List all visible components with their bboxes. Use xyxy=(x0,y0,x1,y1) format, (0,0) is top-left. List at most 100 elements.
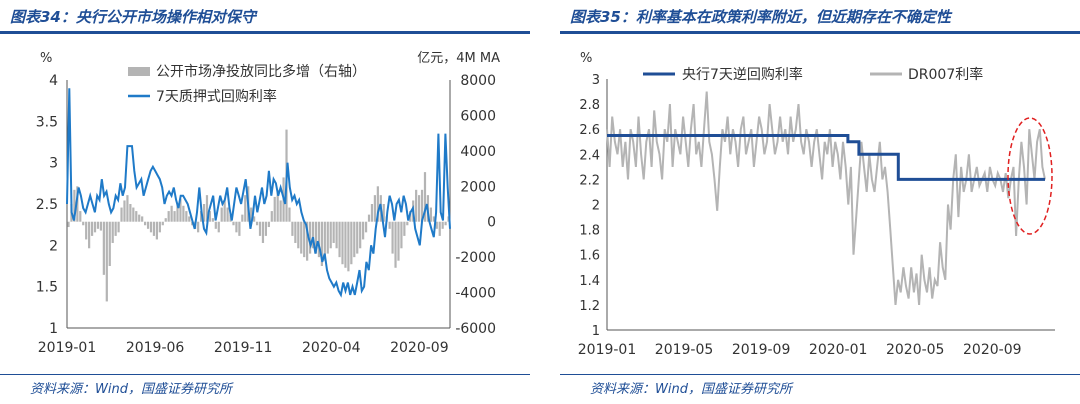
bar xyxy=(255,221,259,226)
line-series-dr007 xyxy=(606,91,1046,306)
bar xyxy=(279,200,282,222)
bar xyxy=(182,205,185,222)
y-tick: 2.4 xyxy=(579,148,600,163)
bar xyxy=(238,221,241,236)
bar xyxy=(197,221,200,233)
bar xyxy=(120,207,123,222)
bar xyxy=(126,195,129,222)
legend-label-line: 7天质押式回购利率 xyxy=(156,88,277,105)
bar xyxy=(76,186,79,222)
bar xyxy=(123,200,126,222)
bar xyxy=(214,221,217,229)
bar xyxy=(205,195,209,222)
bar xyxy=(314,221,318,254)
y-right-tick: -4000 xyxy=(455,286,496,302)
bar xyxy=(276,189,279,222)
bar xyxy=(149,221,153,233)
chart-open-market: % 亿元，4M MA 1 1.5 2 2.5 3 3.5 4 -6000 -4000 -2000 0 20… xyxy=(36,51,500,356)
bar xyxy=(185,211,188,222)
bar xyxy=(367,214,371,222)
bar xyxy=(141,216,144,222)
bar xyxy=(350,221,353,265)
x-tick-label: 2020-01 xyxy=(809,342,868,358)
y-right-tick: -6000 xyxy=(455,321,496,337)
bar xyxy=(93,221,97,233)
x-tick-label: 2019-01 xyxy=(578,342,637,358)
bar xyxy=(273,196,276,222)
bar xyxy=(99,221,103,231)
bar xyxy=(129,204,132,222)
y-tick: 1.6 xyxy=(579,249,600,264)
bar xyxy=(235,221,238,233)
y-right-tick: 2000 xyxy=(460,179,496,195)
y-tick: 2 xyxy=(592,199,600,214)
bar xyxy=(223,200,226,222)
bar xyxy=(164,218,167,222)
y-right-unit: 亿元，4M MA xyxy=(417,51,500,66)
title-rule xyxy=(0,31,530,34)
title-rule xyxy=(560,31,1080,34)
bar xyxy=(394,221,397,268)
bar xyxy=(253,216,256,222)
y-tick: 1 xyxy=(592,324,600,339)
bar xyxy=(244,195,247,222)
bar xyxy=(320,221,323,266)
y-left-tick: 2 xyxy=(49,238,58,254)
bar xyxy=(400,221,403,249)
bar xyxy=(155,221,158,240)
source-rule xyxy=(560,374,1080,375)
figure-source: 资料来源：Wind，国盛证券研究所 xyxy=(30,382,232,397)
legend-label-bar: 公开市场净投放同比多增（右轴） xyxy=(156,63,366,80)
bar xyxy=(188,216,191,222)
bar xyxy=(370,204,374,222)
bar xyxy=(105,221,108,302)
bar xyxy=(114,221,117,236)
x-tick-label: 2020-04 xyxy=(302,340,361,356)
bar xyxy=(111,221,114,243)
y-right-tick: 0 xyxy=(487,215,496,231)
y-left-tick: 3 xyxy=(49,156,58,172)
y-left-tick: 3.5 xyxy=(36,114,58,130)
bar xyxy=(96,221,100,229)
x-tick-label: 2019-09 xyxy=(732,342,791,358)
bar xyxy=(138,214,141,222)
x-tick-label: 2020-05 xyxy=(886,342,945,358)
bar xyxy=(415,189,418,222)
y-unit: % xyxy=(580,51,592,66)
bar xyxy=(420,189,424,222)
bar xyxy=(232,221,235,226)
bar xyxy=(362,221,365,240)
y-left-tick: 1 xyxy=(49,321,58,337)
bar xyxy=(397,221,400,261)
y-tick: 1.8 xyxy=(579,224,600,239)
y-tick: 2.8 xyxy=(579,98,600,113)
bar xyxy=(108,221,111,266)
bar xyxy=(429,207,432,222)
bar xyxy=(161,221,164,226)
bar xyxy=(261,221,265,243)
bar xyxy=(303,221,306,258)
y-right-tick: 6000 xyxy=(460,108,496,124)
bar xyxy=(211,218,214,222)
bar xyxy=(258,221,262,236)
bar xyxy=(388,221,391,229)
bar xyxy=(291,221,294,236)
bar xyxy=(382,204,385,222)
y-left-tick: 1.5 xyxy=(36,280,58,296)
y-left-tick: 4 xyxy=(49,73,58,89)
bar xyxy=(329,221,332,249)
y-left-unit: % xyxy=(40,51,52,66)
bar xyxy=(82,221,85,226)
bar xyxy=(146,221,150,229)
bar xyxy=(270,211,273,222)
bar xyxy=(435,221,438,229)
bar xyxy=(376,186,379,222)
bar xyxy=(73,189,76,222)
bar xyxy=(308,221,312,254)
figure-34: 图表34：央行公开市场操作相对保守 % 亿元，4M MA 1 1.5 2 2.5 3 3.5 4… xyxy=(0,0,530,404)
bar xyxy=(88,221,91,249)
y-right-tick: 8000 xyxy=(460,73,496,89)
y-right-tick: 4000 xyxy=(460,144,496,160)
bar xyxy=(423,172,427,222)
bar xyxy=(323,221,326,261)
